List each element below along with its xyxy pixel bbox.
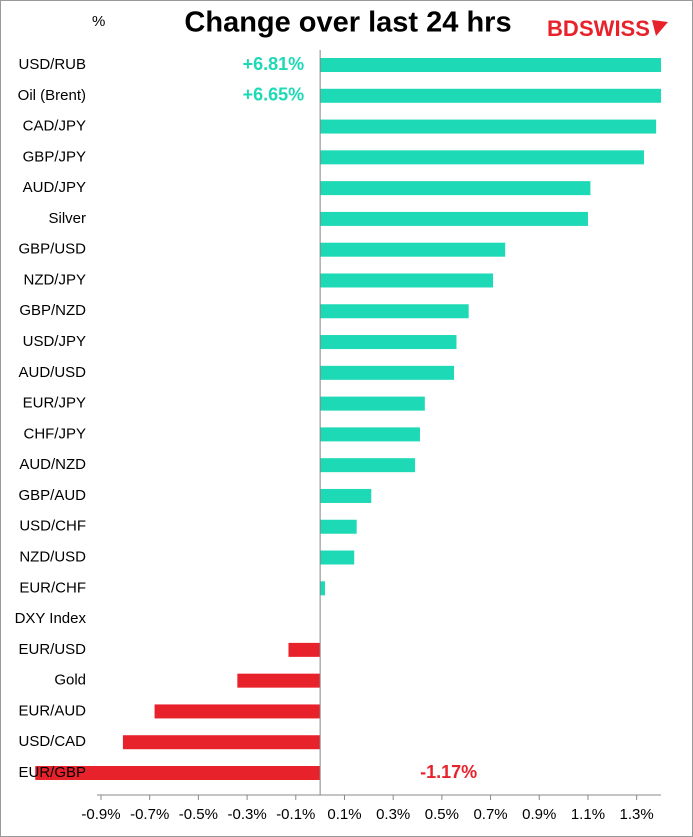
y-tick-label: NZD/USD <box>19 548 86 565</box>
y-tick-label: DXY Index <box>15 610 87 627</box>
bar <box>320 304 469 319</box>
bar <box>320 181 591 196</box>
y-tick-label: GBP/NZD <box>19 302 86 319</box>
logo-bd: BD <box>547 16 579 41</box>
bar <box>35 766 321 780</box>
logo-icon <box>652 20 668 36</box>
y-tick-label: USD/CHF <box>19 518 86 535</box>
logo-swiss: SWISS <box>579 16 650 41</box>
y-tick-label: GBP/AUD <box>18 487 86 504</box>
y-tick-label: EUR/JPY <box>23 395 86 412</box>
value-label: +6.81% <box>243 54 305 74</box>
bar <box>288 642 321 657</box>
bar <box>320 335 457 350</box>
bar <box>320 427 420 442</box>
x-tick-label: 0.5% <box>425 806 459 823</box>
y-tick-label: GBP/JPY <box>23 148 86 165</box>
chart-title: Change over last 24 hrs <box>184 7 511 39</box>
y-tick-label: AUD/NZD <box>19 456 86 473</box>
y-tick-label: EUR/USD <box>18 641 86 658</box>
bar <box>320 273 493 288</box>
bar <box>320 365 455 380</box>
x-tick-label: -0.7% <box>130 806 169 823</box>
x-tick-label: -0.9% <box>81 806 120 823</box>
bar <box>320 150 644 165</box>
bar <box>320 58 661 72</box>
x-tick-label: 1.1% <box>571 806 605 823</box>
y-tick-label: NZD/JPY <box>23 271 86 288</box>
y-tick-label: USD/CAD <box>18 733 86 750</box>
bar <box>320 519 357 534</box>
y-tick-label: EUR/CHF <box>19 579 86 596</box>
value-label: -1.17% <box>420 762 477 782</box>
bar <box>320 488 372 503</box>
x-tick-label: 0.9% <box>522 806 556 823</box>
y-tick-label: Silver <box>48 210 86 227</box>
x-tick-label: -0.1% <box>276 806 315 823</box>
y-tick-label: CAD/JPY <box>23 118 86 135</box>
bar <box>320 396 425 411</box>
y-tick-label: EUR/GBP <box>18 764 86 781</box>
bar <box>320 88 661 103</box>
y-tick-label: Oil (Brent) <box>18 87 86 104</box>
x-tick-label: 0.3% <box>376 806 410 823</box>
x-tick-label: -0.5% <box>179 806 218 823</box>
bar <box>320 550 355 565</box>
y-tick-label: CHF/JPY <box>23 425 86 442</box>
x-tick-label: 0.1% <box>327 806 361 823</box>
bar <box>320 242 506 257</box>
bar <box>320 581 325 596</box>
bar <box>320 119 657 134</box>
x-tick-label: 0.7% <box>473 806 507 823</box>
x-tick-label: -0.3% <box>227 806 266 823</box>
bar <box>320 211 588 226</box>
x-tick-label: 1.3% <box>620 806 654 823</box>
y-tick-label: USD/JPY <box>23 333 86 350</box>
y-tick-label: AUD/JPY <box>23 179 86 196</box>
bar <box>122 735 321 750</box>
y-tick-label: AUD/USD <box>18 364 86 381</box>
y-tick-label: Gold <box>54 672 86 689</box>
bar <box>237 673 321 688</box>
bars <box>35 58 661 780</box>
y-tick-label: USD/RUB <box>18 56 86 73</box>
bar <box>154 704 321 719</box>
bar <box>320 458 416 473</box>
y-tick-label: EUR/AUD <box>18 702 86 719</box>
value-label: +6.65% <box>243 85 305 105</box>
unit-label: % <box>92 13 105 30</box>
y-tick-label: GBP/USD <box>18 241 86 258</box>
